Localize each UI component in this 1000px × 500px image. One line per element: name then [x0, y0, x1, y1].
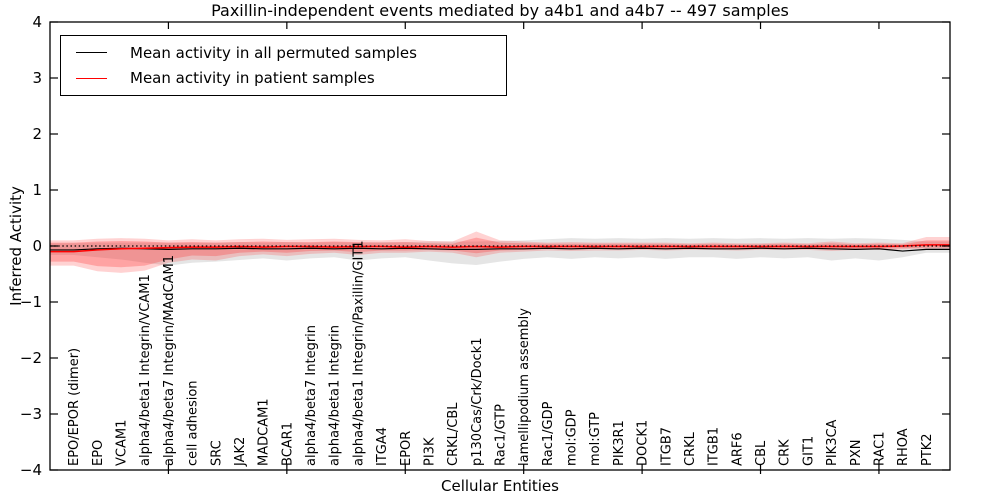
x-entity-label: EPO/EPOR (dimer)	[67, 348, 82, 466]
x-entity-label: DOCK1	[636, 420, 651, 466]
patient-samples-inner-band	[50, 237, 950, 268]
x-entity-label: PI3K	[422, 437, 437, 466]
x-entity-label: EPOR	[399, 431, 414, 466]
patient-samples-outer-band	[50, 231, 950, 273]
x-entity-label: PIK3CA	[825, 419, 840, 466]
x-entity-label: BCAR1	[280, 422, 295, 466]
y-tick-label: 2	[32, 125, 42, 143]
y-tick-label: −4	[20, 461, 42, 479]
permuted-line-swatch-icon	[76, 52, 107, 54]
y-tick-label: 4	[32, 13, 42, 31]
x-entity-label: GIT1	[801, 436, 816, 466]
y-tick-label: −3	[20, 405, 42, 423]
x-entity-label: alpha4/beta1 Integrin/Paxillin/GIT1	[351, 240, 366, 466]
x-entity-label: ITGB1	[707, 427, 722, 466]
x-entity-label: VCAM1	[115, 420, 130, 466]
x-entity-label: mol:GTP	[588, 412, 603, 466]
x-entity-label: JAK2	[233, 437, 248, 467]
x-entity-label: RAC1	[872, 431, 887, 466]
x-entity-label: SRC	[209, 440, 224, 466]
x-entity-label: PIK3R1	[612, 420, 627, 466]
x-entity-label: Rac1/GTP	[494, 404, 509, 466]
x-entity-label: PXN	[849, 440, 864, 466]
y-tick-label: 0	[32, 237, 42, 255]
y-tick-label: −2	[20, 349, 42, 367]
x-entity-label: ARF6	[730, 432, 745, 466]
x-entity-label: alpha4/beta1 Integrin/VCAM1	[138, 274, 153, 466]
legend-label-permuted: Mean activity in all permuted samples	[130, 43, 417, 62]
y-tick-label: 3	[32, 69, 42, 87]
x-entity-label: RHOA	[896, 428, 911, 466]
x-entity-label: EPO	[91, 440, 106, 466]
patient-line-swatch-icon	[76, 77, 107, 79]
permuted-samples-std-band	[50, 238, 950, 266]
x-entity-label: cell adhesion	[186, 380, 201, 466]
legend-row-permuted: Mean activity in all permuted samples	[61, 44, 506, 62]
y-tick-label: 1	[32, 181, 42, 199]
x-entity-label: MADCAM1	[257, 398, 272, 466]
x-entity-label: mol:GDP	[565, 409, 580, 466]
x-entity-label: CRK	[778, 439, 793, 466]
y-tick-label: −1	[20, 293, 42, 311]
x-entity-label: CRKL	[683, 431, 698, 466]
legend-row-patient: Mean activity in patient samples	[61, 69, 506, 87]
x-entity-label: ITGA4	[375, 427, 390, 466]
x-entity-label: CRKL/CBL	[446, 402, 461, 466]
legend-label-patient: Mean activity in patient samples	[130, 69, 375, 88]
legend: Mean activity in all permuted samples Me…	[60, 35, 507, 96]
x-entity-label: alpha4/beta1 Integrin	[328, 325, 343, 466]
x-entity-label: p130Cas/Crk/Dock1	[470, 337, 485, 466]
x-entity-label: PTK2	[920, 433, 935, 466]
x-entity-label: alpha4/beta7 Integrin	[304, 325, 319, 466]
chart-title: Paxillin-independent events mediated by …	[211, 1, 789, 20]
x-entity-label: CBL	[754, 440, 769, 466]
x-entity-label: alpha4/beta7 Integrin/MAdCAM1	[162, 255, 177, 466]
x-entity-label: Rac1/GDP	[541, 401, 556, 466]
x-entity-label: ITGB7	[659, 427, 674, 466]
patient-mean-line	[50, 244, 950, 253]
x-entity-label: lamellipodium assembly	[517, 308, 532, 466]
permuted-mean-line	[50, 247, 950, 252]
x-axis-label: Cellular Entities	[441, 477, 559, 495]
